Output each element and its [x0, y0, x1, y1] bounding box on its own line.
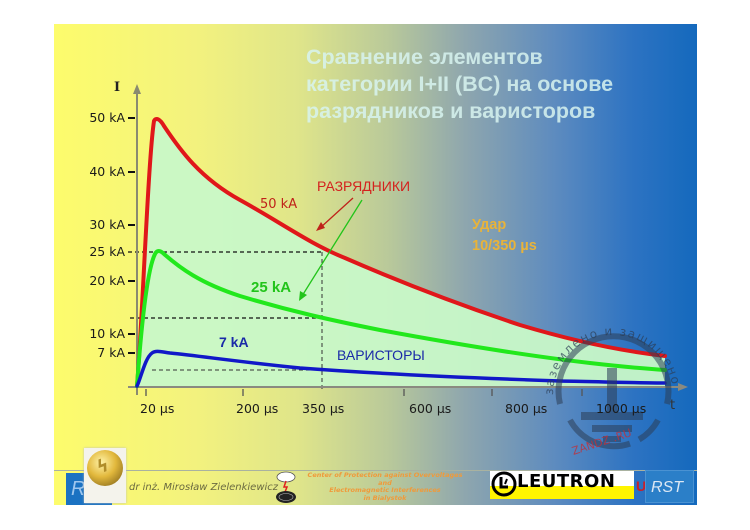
x-tick-600: 600 µs	[409, 401, 452, 416]
y-tick-7: 7 kA	[97, 345, 125, 360]
rst-logo-text: RST	[651, 479, 683, 496]
x-tick-200: 200 µs	[236, 401, 279, 416]
footer-divider	[54, 470, 697, 471]
x-tick-350: 350 µs	[302, 401, 345, 416]
impulse-label: Удар 10/350 µs	[472, 215, 537, 257]
x-tick-1000: 1000 µs	[596, 401, 647, 416]
center-line-2: Electromagnetic Interferences	[329, 486, 441, 494]
y-axis-label: I	[114, 80, 121, 95]
x-ticks	[145, 389, 583, 396]
left-logo-text: R	[71, 478, 86, 500]
impulse-label-line1: Удар	[472, 217, 507, 233]
title-line-3: разрядников и варисторов	[306, 99, 596, 123]
rst-logo	[645, 470, 694, 503]
center-line-3: in Bialystok	[363, 493, 407, 502]
y-tick-10: 10 kA	[89, 326, 125, 341]
area-fill	[137, 118, 665, 386]
annotation-varistors: ВАРИСТОРЫ	[337, 347, 425, 363]
arrow-red-head	[316, 222, 325, 231]
series-blue-varistors	[135, 349, 667, 388]
x-tick-800: 800 µs	[505, 401, 548, 416]
red-letter-u: U	[636, 478, 647, 494]
series-red-arresters	[135, 116, 667, 388]
y-tick-20: 20 kA	[89, 273, 125, 288]
y-ticks	[128, 117, 135, 354]
annotation-50ka: 50 kA	[260, 197, 298, 212]
center-line-1: Center of Protection against Overvoltage…	[307, 471, 463, 487]
y-tick-50: 50 kA	[89, 110, 125, 125]
x-axis-arrow	[678, 383, 688, 391]
title-line-1: Сравнение элементов	[306, 45, 543, 69]
annotation-7ka: 7 kA	[219, 334, 249, 350]
arrow-red	[319, 197, 354, 229]
leutron-logo-yellow-band	[490, 486, 634, 499]
cloud-lightning-icon	[276, 471, 296, 503]
watermark-ground-icon	[555, 333, 672, 450]
arrow-green	[301, 199, 363, 297]
y-axis-arrow	[133, 84, 141, 94]
leutron-bolt-icon	[491, 471, 517, 497]
y-tick-25: 25 kA	[89, 244, 125, 259]
title-line-2: категории I+II (BC) на основе	[306, 72, 614, 96]
leutron-brand-text: LEUTRON	[517, 471, 616, 492]
series-green-25ka	[135, 249, 667, 388]
arrow-green-head	[299, 291, 307, 301]
coin-logo-icon	[87, 450, 123, 486]
footer-center-text: Center of Protection against Overvoltage…	[300, 471, 470, 502]
footer-author: dr inż. Mirosław Zielenkiewicz	[129, 482, 279, 493]
impulse-label-line2: 10/350 µs	[472, 238, 537, 254]
x-tick-20: 20 µs	[140, 401, 175, 416]
y-tick-40: 40 kA	[89, 164, 125, 179]
y-tick-30: 30 kA	[89, 217, 125, 232]
annotation-arresters: РАЗРЯДНИКИ	[317, 178, 411, 194]
x-axis-label: t	[670, 398, 676, 413]
slide-title: Сравнение элементов категории I+II (BC) …	[306, 44, 696, 125]
annotation-25ka: 25 kA	[251, 279, 292, 296]
